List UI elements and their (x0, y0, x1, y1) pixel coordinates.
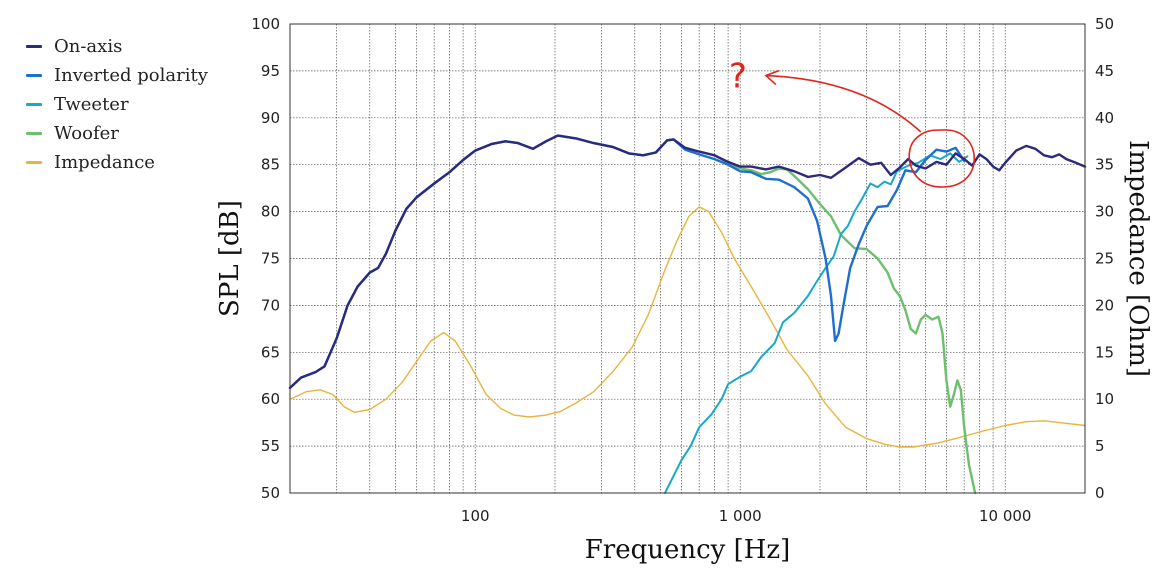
y2-tick-label: 45 (1095, 62, 1114, 80)
y-axis-label: SPL [dB] (215, 200, 245, 317)
annotations: ? (729, 57, 976, 188)
y2-tick-label: 50 (1095, 15, 1114, 33)
x-axis-ticks: 100 1 000 10 000 (461, 507, 1032, 525)
y2-axis-ticks: 0 5 10 15 20 25 30 35 40 45 50 (1095, 15, 1114, 502)
y-tick-label: 85 (261, 156, 280, 174)
legend-label: Tweeter (54, 94, 129, 115)
series-line-impedance (289, 206, 1086, 448)
legend-swatch (26, 161, 42, 164)
y2-tick-label: 30 (1095, 203, 1114, 221)
y2-tick-label: 35 (1095, 156, 1114, 174)
series-line-on-axis (288, 134, 1087, 390)
y-axis-ticks: 50 55 60 65 70 75 80 85 90 95 100 (251, 15, 280, 502)
y-tick-label: 70 (261, 296, 280, 314)
x-axis-label: Frequency [Hz] (585, 535, 791, 565)
y-tick-label: 75 (261, 250, 280, 268)
y-tick-label: 100 (251, 15, 280, 33)
y-tick-label: 95 (261, 62, 280, 80)
grid (290, 24, 1085, 493)
plot-frame (289, 23, 1086, 494)
series-line-woofer (713, 154, 977, 495)
plot-lines (288, 134, 1087, 495)
legend-label: Woofer (54, 123, 119, 144)
legend-item: Tweeter (26, 90, 208, 119)
annotation-arrowhead (764, 69, 780, 86)
legend-swatch (26, 132, 42, 135)
legend-label: On-axis (54, 36, 123, 57)
x-tick-label: 1 000 (719, 507, 762, 525)
y-tick-label: 60 (261, 390, 280, 408)
x-tick-label: 100 (461, 507, 490, 525)
legend-item: Woofer (26, 119, 208, 148)
series-line-tweeter (664, 152, 969, 494)
y2-tick-label: 10 (1095, 390, 1114, 408)
annotation-circle (908, 129, 976, 188)
legend-item: Impedance (26, 148, 208, 177)
y-tick-label: 65 (261, 343, 280, 361)
legend-label: Inverted polarity (54, 65, 208, 86)
y2-tick-label: 20 (1095, 296, 1114, 314)
legend: On-axis Inverted polarity Tweeter Woofer Imp… (26, 32, 208, 177)
annotation-text: ? (729, 57, 747, 97)
y-tick-label: 90 (261, 109, 280, 127)
y-tick-label: 50 (261, 484, 280, 502)
y-tick-label: 80 (261, 203, 280, 221)
y2-tick-label: 15 (1095, 343, 1114, 361)
annotation-arrow (765, 74, 922, 133)
series-line-inverted-polarity (288, 134, 966, 390)
y2-tick-label: 40 (1095, 109, 1114, 127)
legend-swatch (26, 103, 42, 106)
y2-tick-label: 5 (1095, 437, 1105, 455)
y2-tick-label: 25 (1095, 250, 1114, 268)
y2-tick-label: 0 (1095, 484, 1105, 502)
legend-swatch (26, 45, 42, 48)
y2-axis-label: Impedance [Ohm] (1123, 140, 1153, 377)
legend-swatch (26, 74, 42, 77)
x-tick-label: 10 000 (979, 507, 1032, 525)
legend-label: Impedance (54, 152, 155, 173)
legend-item: On-axis (26, 32, 208, 61)
legend-item: Inverted polarity (26, 61, 208, 90)
y-tick-label: 55 (261, 437, 280, 455)
